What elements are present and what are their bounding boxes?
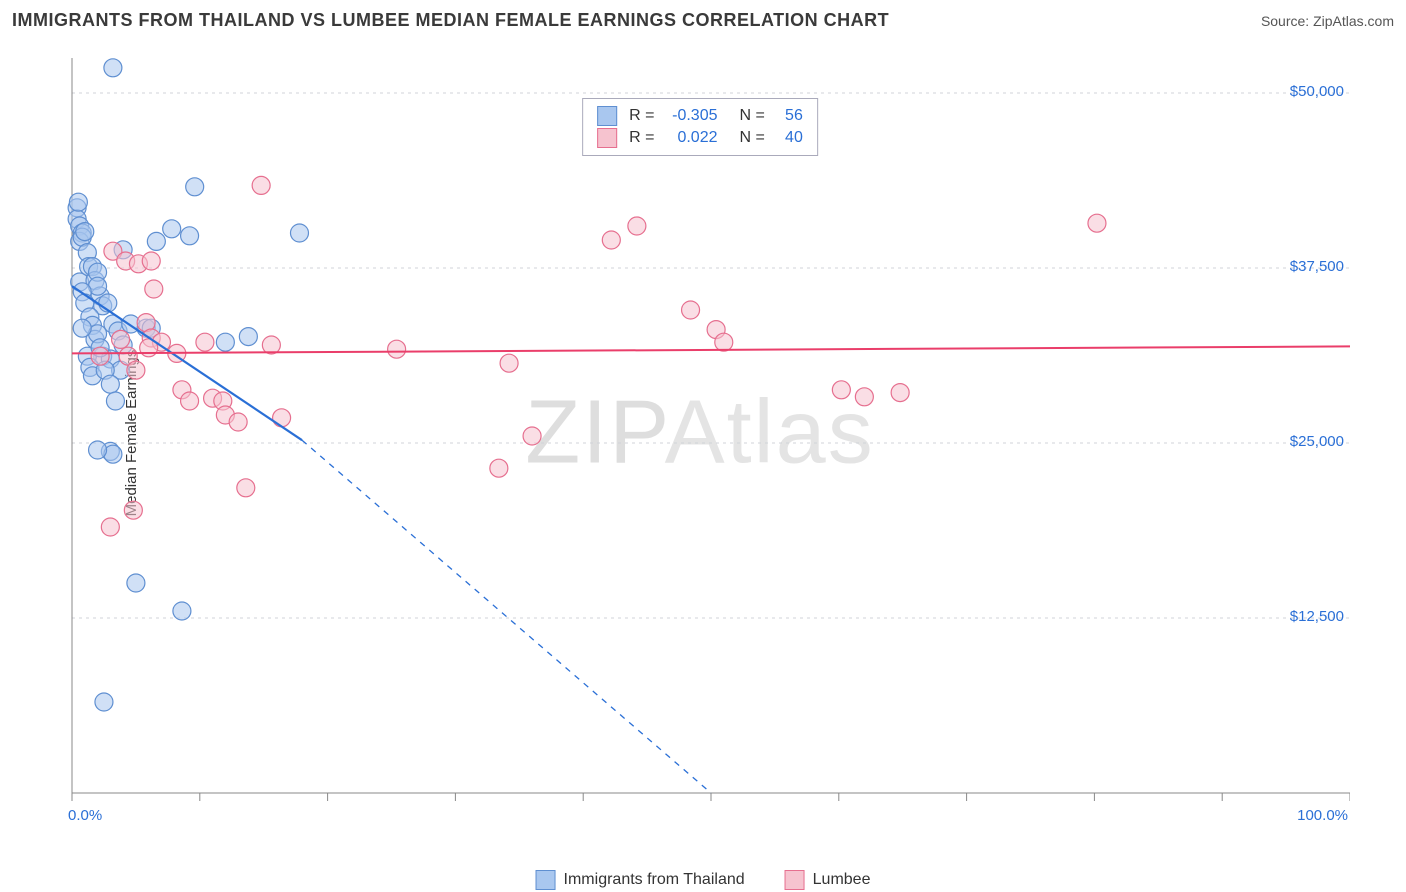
legend-bottom: Immigrants from Thailand Lumbee <box>536 870 871 890</box>
r-label-1: R = <box>629 105 654 127</box>
source-name: ZipAtlas.com <box>1313 13 1394 29</box>
scatter-plot-svg <box>50 48 1350 818</box>
legend-item-thailand: Immigrants from Thailand <box>536 870 745 890</box>
chart-title: IMMIGRANTS FROM THAILAND VS LUMBEE MEDIA… <box>12 10 889 31</box>
legend-swatch-thailand <box>597 106 617 126</box>
legend-swatch-lumbee <box>597 128 617 148</box>
legend-swatch-thailand-b <box>536 870 556 890</box>
x-max-label: 100.0% <box>1297 807 1348 824</box>
y-tick-label: $12,500 <box>1290 608 1344 625</box>
r-value-1: -0.305 <box>663 105 718 127</box>
legend-label-thailand: Immigrants from Thailand <box>564 871 745 889</box>
n-value-2: 40 <box>773 127 803 149</box>
chart-container: Median Female Earnings ZIPAtlas R = -0.3… <box>50 48 1350 818</box>
legend-stats-row-2: R = 0.022 N = 40 <box>597 127 803 149</box>
x-min-label: 0.0% <box>68 807 102 824</box>
r-label-2: R = <box>629 127 654 149</box>
y-tick-label: $50,000 <box>1290 83 1344 100</box>
y-tick-label: $37,500 <box>1290 258 1344 275</box>
n-label-2: N = <box>740 127 765 149</box>
source-label: Source: ZipAtlas.com <box>1261 13 1394 29</box>
source-prefix: Source: <box>1261 13 1309 29</box>
y-tick-label: $25,000 <box>1290 433 1344 450</box>
n-value-1: 56 <box>773 105 803 127</box>
legend-label-lumbee: Lumbee <box>813 871 871 889</box>
legend-stats-row-1: R = -0.305 N = 56 <box>597 105 803 127</box>
legend-item-lumbee: Lumbee <box>785 870 871 890</box>
legend-stats-box: R = -0.305 N = 56 R = 0.022 N = 40 <box>582 98 818 156</box>
n-label-1: N = <box>740 105 765 127</box>
r-value-2: 0.022 <box>663 127 718 149</box>
legend-swatch-lumbee-b <box>785 870 805 890</box>
